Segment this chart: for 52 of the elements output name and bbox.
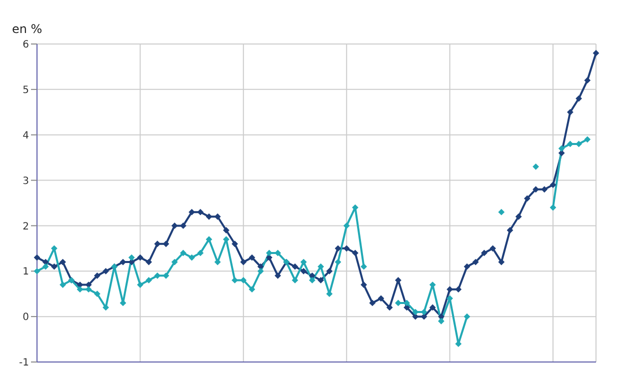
y-tick-label: 3 [22, 176, 29, 187]
point [248, 286, 256, 293]
point [180, 250, 186, 256]
y-tick-label: 1 [22, 266, 29, 278]
point [412, 308, 419, 316]
point [395, 300, 402, 306]
y-tick-label: 4 [22, 130, 29, 142]
point [558, 145, 565, 152]
point [34, 268, 40, 274]
point [257, 268, 264, 274]
point [464, 313, 470, 320]
point [206, 236, 212, 243]
point [318, 263, 324, 270]
point [438, 318, 444, 324]
point [567, 140, 574, 148]
y-tick-label: 2 [22, 221, 29, 232]
point [146, 277, 152, 284]
point [576, 140, 582, 148]
point [343, 222, 350, 229]
point [214, 258, 221, 266]
point [232, 277, 238, 284]
y-tick-label: 0 [22, 312, 29, 324]
point [498, 208, 505, 216]
y-tick-label: -1 [19, 358, 29, 369]
y-tick-label: 5 [22, 84, 29, 96]
point [154, 272, 161, 279]
point [334, 258, 342, 266]
point [94, 290, 100, 298]
point [420, 308, 428, 316]
point [42, 263, 49, 270]
point [266, 250, 272, 256]
point [188, 254, 195, 261]
point [60, 282, 66, 288]
point [550, 204, 556, 211]
y-tick-label: 6 [22, 40, 29, 51]
point [162, 272, 170, 279]
point [197, 250, 204, 256]
point [404, 300, 410, 306]
point [240, 277, 247, 284]
point [532, 163, 539, 170]
point [137, 282, 144, 288]
point [85, 286, 92, 293]
point [309, 277, 316, 284]
point [584, 136, 591, 143]
point [171, 258, 178, 266]
point [360, 263, 367, 270]
point [128, 254, 135, 261]
point [300, 258, 307, 266]
point [76, 286, 84, 293]
point [102, 304, 109, 311]
point [274, 250, 281, 256]
y-axis-title: en % [12, 22, 42, 36]
